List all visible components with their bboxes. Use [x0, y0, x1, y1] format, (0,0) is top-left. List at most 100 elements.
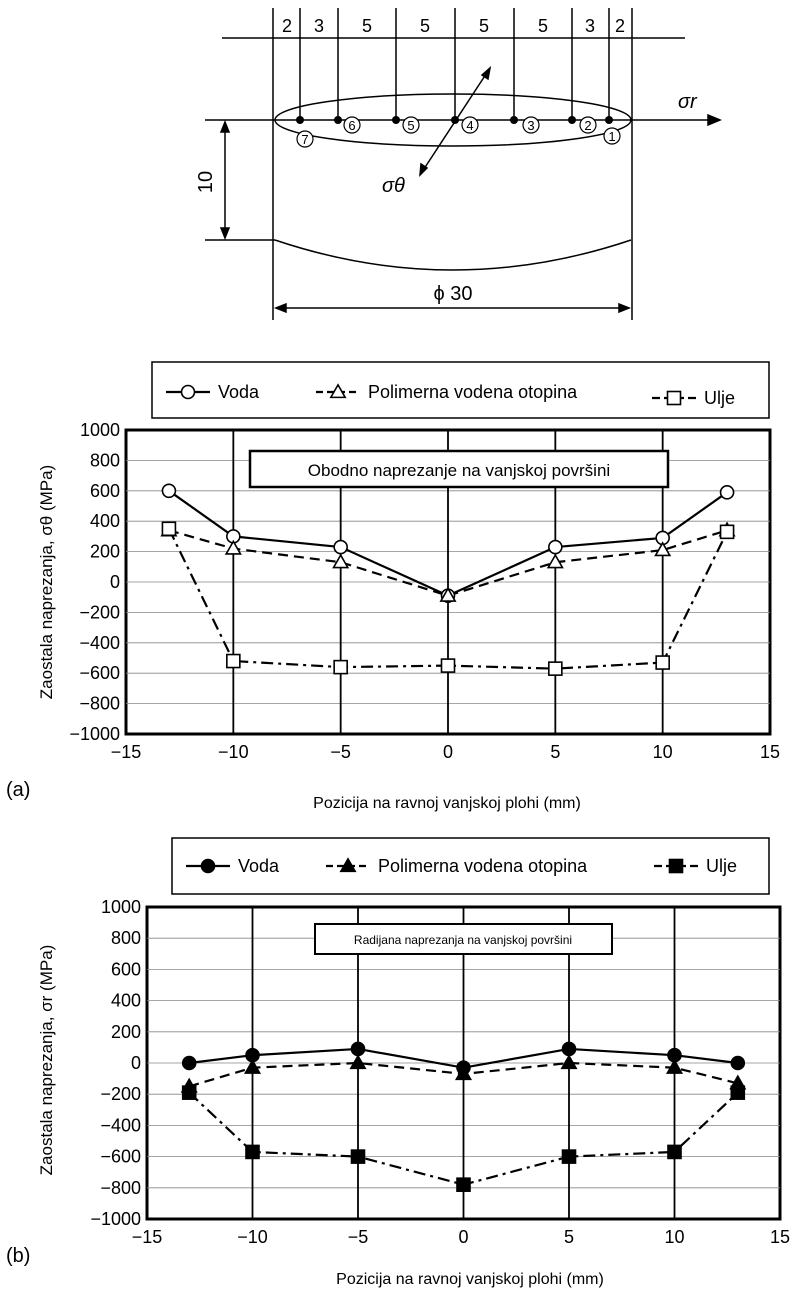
- x-tick-label: −5: [330, 742, 351, 762]
- y-tick-label: −600: [100, 1147, 141, 1167]
- series-layer: [180, 1041, 747, 1192]
- x-axis-label: Pozicija na ravnoj vanjskoj plohi (mm): [336, 1271, 604, 1288]
- point-number-label: 4: [466, 118, 473, 133]
- y-tick-label: 1000: [101, 897, 141, 917]
- tick-labels: 10008006004002000−200−400−600−800−1000−1…: [69, 420, 780, 762]
- y-tick-label: −1000: [69, 724, 120, 744]
- x-tick-label: −5: [348, 1227, 369, 1247]
- x-tick-label: −15: [111, 742, 142, 762]
- data-point: [440, 658, 456, 673]
- data-point: [332, 553, 350, 569]
- legend-label: Polimerna vodena otopina: [378, 856, 588, 876]
- y-tick-label: 400: [111, 991, 141, 1011]
- diameter-label: ϕ 30: [433, 283, 472, 305]
- panel-label: (a): [6, 779, 30, 801]
- data-point: [548, 661, 563, 676]
- data-point: [730, 1055, 746, 1071]
- point-number-ring: [579, 116, 597, 134]
- data-point: [719, 485, 735, 500]
- data-point: [667, 1144, 682, 1160]
- data-point: [350, 1149, 366, 1164]
- chart-title: Obodno naprezanje na vanjskoj površini: [308, 461, 610, 480]
- data-point: [226, 653, 241, 669]
- y-tick-label: 400: [90, 511, 120, 531]
- legend-label: Voda: [238, 856, 280, 876]
- y-tick-label: −200: [100, 1084, 141, 1104]
- data-point: [329, 383, 347, 399]
- data-point: [349, 1054, 367, 1070]
- x-tick-label: 10: [653, 742, 673, 762]
- point-number-label: 1: [608, 129, 615, 144]
- legend-label: Ulje: [704, 388, 735, 408]
- chart-a: Voda Polimerna vodena otopina Ulje 1000800…: [6, 361, 780, 812]
- x-tick-label: 15: [760, 742, 780, 762]
- data-point: [181, 1085, 197, 1100]
- data-point: [161, 483, 177, 499]
- y-tick-label: 200: [90, 542, 120, 562]
- data-point: [181, 1055, 197, 1071]
- specimen-diagram: [205, 8, 722, 320]
- legend-label: Polimerna vodena otopina: [368, 382, 578, 402]
- tick-labels: 10008006004002000−200−400−600−800−1000−1…: [90, 897, 790, 1247]
- diameter-arrowhead-right: [618, 302, 632, 314]
- x-tick-label: −10: [237, 1227, 268, 1247]
- y-tick-label: −800: [79, 694, 120, 714]
- diameter-arrowhead-left: [273, 302, 287, 314]
- y-tick-label: 800: [111, 928, 141, 948]
- data-point: [561, 1149, 577, 1164]
- diagram-labels: 2 3 5 5 5 5 3 2 σr σθ 10 ϕ 30: [195, 16, 698, 305]
- chart-title-box: [248, 449, 670, 489]
- y-tick-label: −400: [100, 1115, 141, 1135]
- y-tick-label: 600: [111, 959, 141, 979]
- sigma-theta-label: σθ: [382, 175, 405, 197]
- sigma-theta-arrowhead-down: [419, 162, 429, 177]
- spacing-label: 2: [282, 16, 292, 36]
- series-layer: [160, 483, 736, 676]
- data-point: [561, 1041, 577, 1057]
- sigma-r-label: σr: [678, 91, 698, 113]
- data-point: [665, 1058, 684, 1074]
- x-tick-label: 0: [443, 742, 453, 762]
- data-point: [243, 1058, 262, 1074]
- data-point: [719, 524, 735, 540]
- panel-label: (b): [6, 1245, 30, 1267]
- data-point: [200, 858, 216, 874]
- data-point: [333, 539, 348, 555]
- data-point: [666, 390, 682, 406]
- y-tick-label: −400: [79, 633, 120, 653]
- x-tick-label: 0: [458, 1227, 468, 1247]
- point-number-label: 2: [584, 118, 591, 133]
- point-number-ring: [603, 127, 621, 145]
- data-point: [454, 1065, 473, 1081]
- y-tick-label: 0: [131, 1053, 141, 1073]
- x-tick-label: −10: [218, 742, 249, 762]
- x-tick-label: 5: [550, 742, 560, 762]
- point-number-ring: [343, 116, 361, 134]
- data-point: [333, 659, 348, 675]
- chart-title-box: [314, 923, 613, 955]
- y-tick-label: 800: [90, 450, 120, 470]
- x-tick-label: 15: [770, 1227, 790, 1247]
- cylinder-bottom-edge: [274, 239, 632, 271]
- measurement-point: [605, 116, 613, 124]
- x-tick-label: 10: [664, 1227, 684, 1247]
- spacing-label: 2: [615, 16, 625, 36]
- data-point: [546, 553, 564, 569]
- y-tick-label: 200: [111, 1022, 141, 1042]
- legend-box: [151, 361, 770, 419]
- point-number-label: 7: [301, 132, 308, 147]
- spacing-label: 5: [538, 16, 548, 36]
- legend: Voda Polimerna vodena otopina Ulje: [186, 856, 737, 876]
- y-axis-label: Zaostala naprezanja, σθ (MPa): [37, 465, 56, 699]
- measurement-points: 1 2 3 4 5 6 7: [296, 116, 621, 148]
- sigma-r-arrowhead: [707, 113, 722, 127]
- chart-title: Radijana naprezanja na vanjskoj površini: [354, 933, 572, 947]
- data-point: [245, 1144, 260, 1160]
- legend-label: Ulje: [706, 856, 737, 876]
- point-number-label: 5: [407, 118, 414, 133]
- measurement-point: [392, 116, 400, 124]
- data-point: [456, 1177, 471, 1192]
- data-point: [224, 539, 242, 555]
- data-point: [161, 521, 177, 537]
- height-arrowhead-bottom: [219, 227, 231, 241]
